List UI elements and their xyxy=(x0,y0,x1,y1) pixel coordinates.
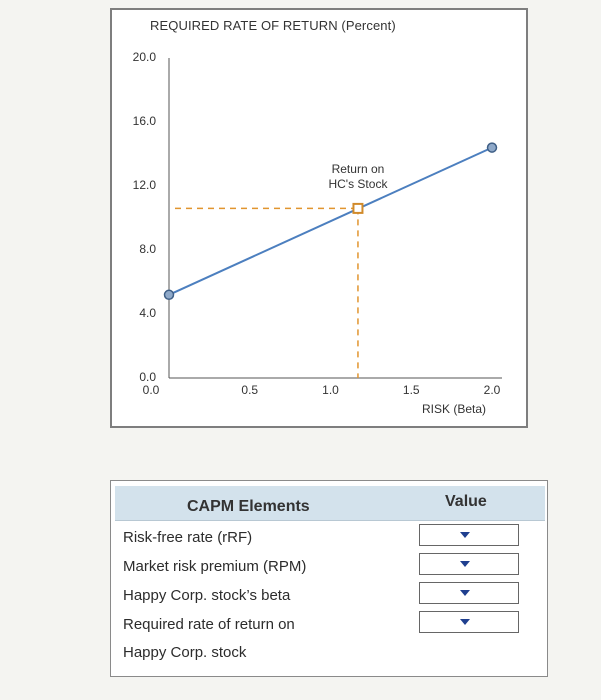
sml-line xyxy=(168,146,493,296)
x-axis-label: RISK (Beta) xyxy=(422,402,487,416)
header-value: Value xyxy=(445,493,487,510)
x-tick-label: 0.0 xyxy=(142,383,160,397)
row-stock-beta: Happy Corp. stock’s beta xyxy=(123,587,291,604)
x-tick-label: 1.0 xyxy=(322,383,339,397)
y-tick-label: 16.0 xyxy=(132,114,156,128)
market-risk-premium-dropdown[interactable] xyxy=(419,553,519,575)
x-tick-label: 0.5 xyxy=(241,383,259,397)
chart-panel: REQUIRED RATE OF RETURN (Percent) 0.0 4.0… xyxy=(110,8,528,428)
y-tick-label: 12.0 xyxy=(132,178,156,192)
y-tick-label: 4.0 xyxy=(139,306,156,320)
row-required-return-line1: Required rate of return on xyxy=(123,616,295,633)
y-tick-label: 8.0 xyxy=(139,242,156,256)
chevron-down-icon xyxy=(460,590,470,596)
row-market-risk-premium: Market risk premium (RPM) xyxy=(123,558,307,575)
chart-annotation: Return on HC's Stock xyxy=(303,162,413,192)
chevron-down-icon xyxy=(460,619,470,625)
row-required-return-line2: Happy Corp. stock xyxy=(123,644,247,661)
row-risk-free-rate: Risk-free rate (rRF) xyxy=(123,529,253,546)
line-end-point xyxy=(486,142,498,153)
risk-free-rate-dropdown[interactable] xyxy=(419,524,519,546)
chart-plot xyxy=(163,58,502,379)
table-header: CAPM Elements Value xyxy=(115,486,545,521)
annotation-line-2: HC's Stock xyxy=(328,177,388,192)
chevron-down-icon xyxy=(460,561,470,567)
line-start-point xyxy=(163,289,175,301)
y-tick-label: 20.0 xyxy=(132,50,156,64)
header-capm-elements: CAPM Elements xyxy=(187,498,310,515)
annotation-line-1: Return on xyxy=(331,162,385,177)
stock-return-marker xyxy=(352,202,364,214)
capm-table: CAPM Elements Value Risk-free rate (rRF)… xyxy=(110,480,548,677)
stock-beta-dropdown[interactable] xyxy=(419,582,519,604)
x-tick-label: 2.0 xyxy=(483,383,501,397)
required-return-dropdown[interactable] xyxy=(419,611,519,633)
chart-title: REQUIRED RATE OF RETURN (Percent) xyxy=(150,18,396,33)
y-tick-label: 0.0 xyxy=(139,370,156,384)
chevron-down-icon xyxy=(460,532,470,538)
x-tick-label: 1.5 xyxy=(402,383,420,397)
